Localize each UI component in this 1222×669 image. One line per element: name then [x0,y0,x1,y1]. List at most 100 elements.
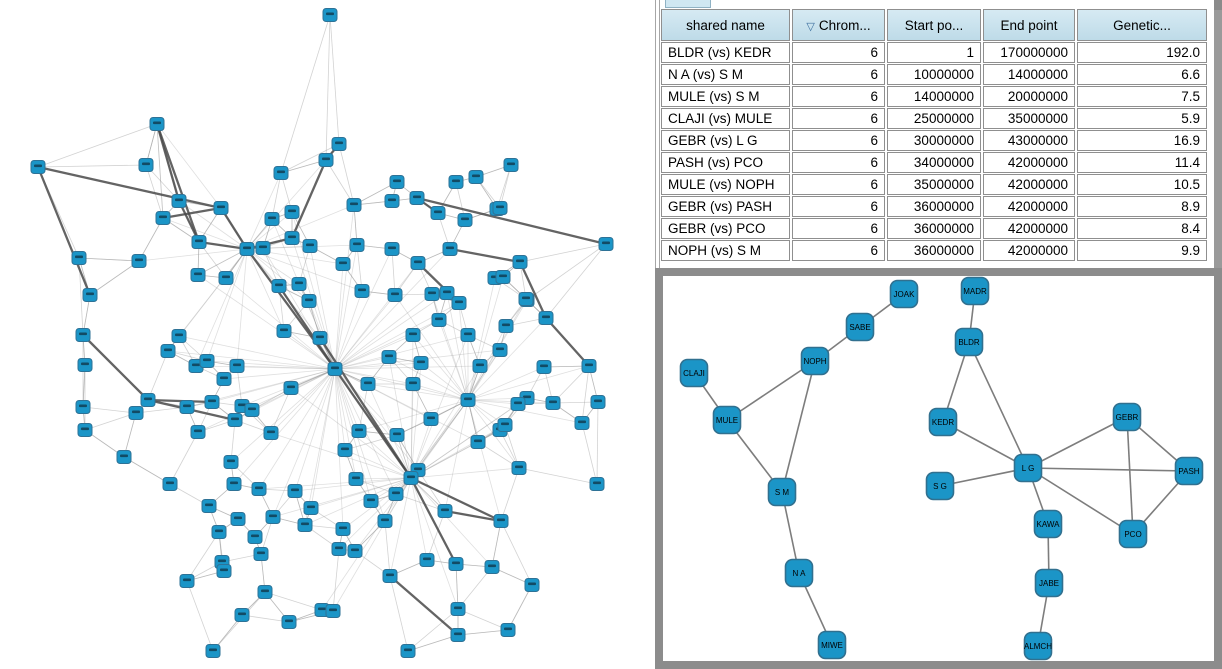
graph-edge[interactable] [581,365,590,424]
graph-edge[interactable] [211,368,336,403]
graph-edge[interactable] [410,424,506,479]
table-row[interactable]: GEBR (vs) PCO 6 36000000 42000000 8.4 [661,218,1207,239]
graph-edge[interactable] [449,247,521,264]
graph-edge[interactable] [388,356,412,479]
graph-node[interactable] [1174,456,1204,486]
graph-node[interactable] [928,407,958,437]
table-cell[interactable]: MULE (vs) S M [661,86,790,107]
graph-edge[interactable] [186,580,214,652]
graph-edge[interactable] [499,164,512,209]
table-cell[interactable]: GEBR (vs) PASH [661,196,790,217]
graph-edge[interactable] [246,172,282,250]
graph-edge[interactable] [246,248,310,302]
table-cell[interactable]: 36000000 [887,240,981,261]
graph-edge[interactable] [545,317,590,367]
graph-edge[interactable] [467,399,583,424]
graph-edge[interactable] [294,368,336,492]
graph-edge[interactable] [410,467,520,479]
graph-edge[interactable] [410,397,528,479]
table-cell[interactable]: 34000000 [887,152,981,173]
table-row[interactable]: NOPH (vs) S M 6 36000000 42000000 9.9 [661,240,1207,261]
table-cell[interactable]: 8.9 [1077,196,1207,217]
table-cell[interactable]: 6.6 [1077,64,1207,85]
graph-edge[interactable] [467,276,504,401]
graph-edge[interactable] [246,248,363,292]
graph-node[interactable] [889,279,919,309]
graph-edge[interactable] [781,360,816,493]
graph-edge[interactable] [334,248,451,370]
table-cell[interactable]: 6 [792,64,885,85]
table-row[interactable]: PASH (vs) PCO 6 34000000 42000000 11.4 [661,152,1207,173]
table-cell[interactable]: 6 [792,240,885,261]
graph-edge[interactable] [407,608,459,652]
table-cell[interactable]: GEBR (vs) L G [661,130,790,151]
graph-edge[interactable] [78,257,140,262]
graph-edge[interactable] [334,262,419,370]
graph-edge[interactable] [444,399,469,512]
table-row[interactable]: MULE (vs) S M 6 14000000 20000000 7.5 [661,86,1207,107]
table-cell[interactable]: 6 [792,42,885,63]
graph-edge[interactable] [89,260,140,296]
graph-edge[interactable] [410,477,428,561]
graph-edge[interactable] [358,430,412,479]
graph-node[interactable] [1112,402,1142,432]
graph-node[interactable] [1033,509,1063,539]
graph-node[interactable] [1118,519,1148,549]
graph-edge[interactable] [123,456,171,485]
graph-node[interactable] [954,327,984,357]
graph-edge[interactable] [395,493,446,512]
graph-edge[interactable] [195,365,336,370]
table-cell[interactable]: 43000000 [983,130,1075,151]
graph-edge[interactable] [178,335,336,370]
graph-edge[interactable] [325,14,331,161]
graph-edge[interactable] [271,172,282,220]
graph-edge[interactable] [246,159,327,250]
graph-edge[interactable] [726,360,816,421]
graph-edge[interactable] [230,368,336,463]
graph-edge[interactable] [334,356,390,370]
table-row[interactable]: GEBR (vs) PASH 6 36000000 42000000 8.9 [661,196,1207,217]
graph-edge[interactable] [455,563,459,610]
table-cell[interactable]: 42000000 [983,218,1075,239]
graph-edge[interactable] [384,520,391,577]
graph-edge[interactable] [156,123,164,219]
graph-edge[interactable] [596,401,599,485]
table-cell[interactable]: 35000000 [887,174,981,195]
graph-edge[interactable] [258,477,412,490]
graph-edge[interactable] [332,548,340,612]
graph-edge[interactable] [412,334,469,401]
table-cell[interactable]: 6 [792,218,885,239]
graph-edge[interactable] [198,240,248,251]
graph-edge[interactable] [246,211,293,250]
graph-edge[interactable] [334,319,440,370]
table-cell[interactable]: 6 [792,86,885,107]
table-cell[interactable]: 10000000 [887,64,981,85]
graph-edge[interactable] [138,217,164,262]
graph-edge[interactable] [446,292,469,401]
graph-edge[interactable] [412,383,469,401]
table-cell[interactable]: 10.5 [1077,174,1207,195]
graph-edge[interactable] [356,244,363,292]
table-cell[interactable]: 5.9 [1077,108,1207,129]
graph-edge[interactable] [438,319,469,401]
graph-edge[interactable] [426,510,446,561]
graph-edge[interactable] [545,243,607,319]
graph-edge[interactable] [355,477,412,480]
table-row[interactable]: N A (vs) S M 6 10000000 14000000 6.6 [661,64,1207,85]
graph-edge[interactable] [310,368,336,509]
graph-edge[interactable] [169,431,199,485]
graph-edge[interactable] [155,123,201,243]
graph-edge[interactable] [319,337,412,479]
graph-edge[interactable] [155,123,181,202]
graph-edge[interactable] [334,293,433,370]
table-cell[interactable]: 14000000 [983,64,1075,85]
graph-edge[interactable] [457,608,509,631]
graph-edge[interactable] [223,368,336,380]
graph-edge[interactable] [334,368,479,443]
graph-node[interactable] [712,405,742,435]
graph-edge[interactable] [236,365,336,370]
table-cell[interactable]: 6 [792,174,885,195]
table-tab[interactable] [665,0,711,8]
graph-edge[interactable] [309,245,336,370]
graph-node[interactable] [817,630,847,660]
